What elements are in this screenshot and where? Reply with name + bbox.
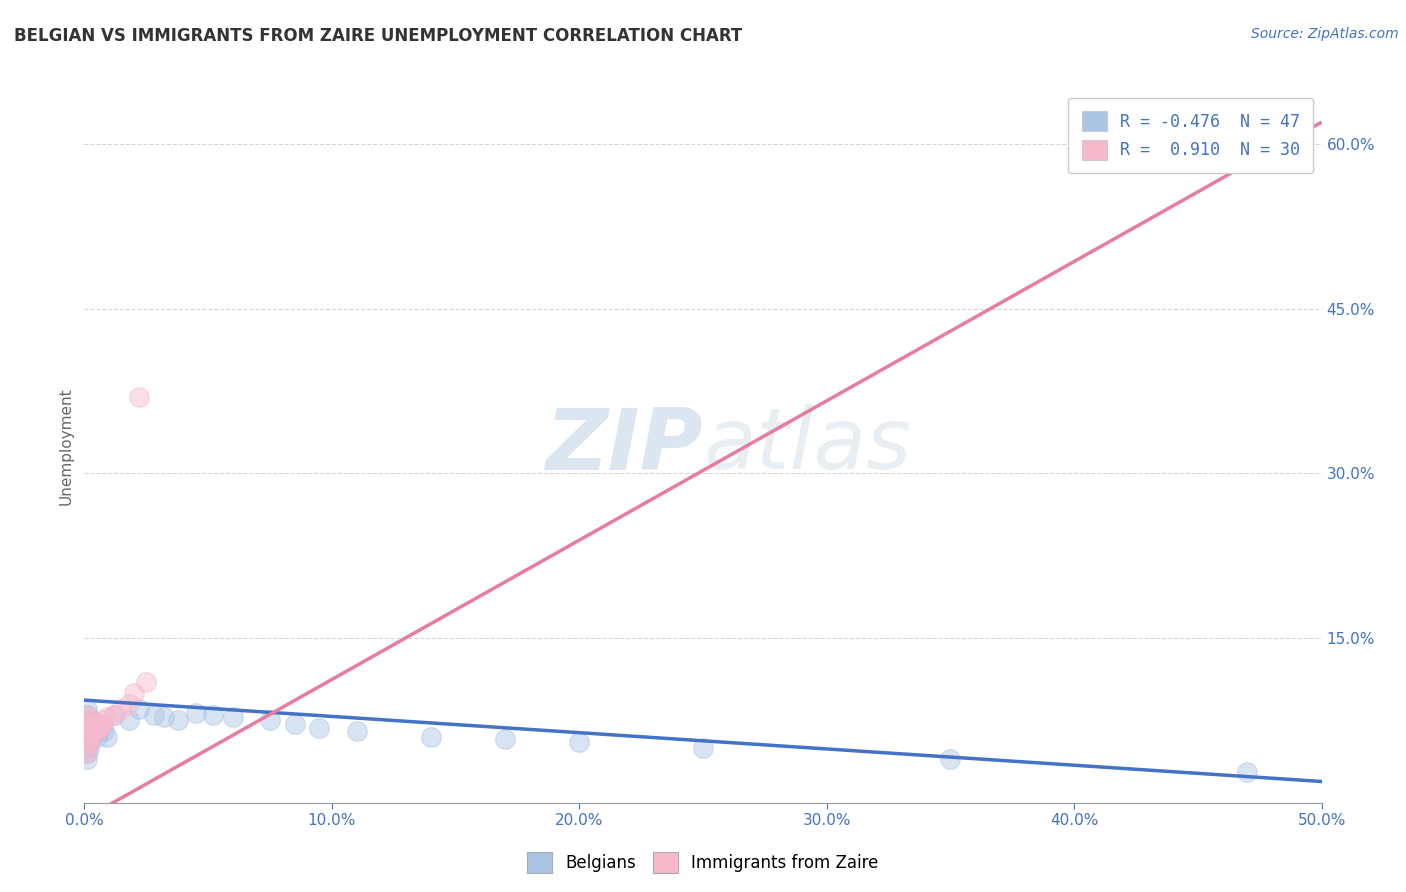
Point [79, 714, 101, 728]
Point [79, 730, 101, 744]
Point [89, 724, 111, 739]
Point [110, 702, 132, 716]
Point [184, 706, 207, 720]
Point [76, 740, 98, 755]
Point [80, 714, 103, 728]
Point [83, 724, 105, 739]
Point [76, 735, 98, 749]
Point [76, 747, 98, 761]
Point [122, 686, 145, 700]
Point [80, 719, 103, 733]
Y-axis label: Unemployment: Unemployment [58, 387, 73, 505]
Point [222, 710, 245, 724]
Point [76, 708, 98, 723]
Text: BELGIAN VS IMMIGRANTS FROM ZAIRE UNEMPLOYMENT CORRELATION CHART: BELGIAN VS IMMIGRANTS FROM ZAIRE UNEMPLO… [14, 27, 742, 45]
Point [96, 710, 118, 724]
Point [83, 724, 105, 739]
Point [79, 730, 101, 744]
Point [128, 390, 150, 404]
Point [76, 724, 98, 739]
Point [83, 719, 105, 733]
Point [89, 721, 111, 735]
Point [96, 730, 118, 744]
Point [76, 714, 98, 728]
Point [90, 719, 112, 733]
Point [79, 735, 101, 749]
Text: ZIP: ZIP [546, 404, 703, 488]
Point [692, 740, 714, 755]
Point [80, 714, 103, 728]
Point [152, 710, 174, 724]
Point [284, 716, 307, 731]
Point [86, 730, 108, 744]
Point [308, 721, 330, 735]
Point [419, 730, 441, 744]
Point [103, 708, 125, 723]
Point [76, 735, 98, 749]
Point [76, 747, 98, 761]
Point [568, 735, 591, 749]
Point [142, 708, 165, 723]
Point [76, 730, 98, 744]
Point [76, 714, 98, 728]
Legend: Belgians, Immigrants from Zaire: Belgians, Immigrants from Zaire [520, 846, 886, 880]
Point [76, 730, 98, 744]
Point [939, 752, 962, 766]
Point [76, 740, 98, 755]
Point [259, 714, 281, 728]
Point [79, 735, 101, 749]
Point [1236, 765, 1258, 780]
Point [79, 714, 101, 728]
Point [86, 724, 108, 739]
Point [76, 702, 98, 716]
Point [86, 719, 108, 733]
Point [128, 702, 150, 716]
Point [76, 752, 98, 766]
Point [79, 740, 101, 755]
Point [76, 724, 98, 739]
Point [80, 730, 103, 744]
Point [79, 724, 101, 739]
Point [76, 719, 98, 733]
Point [103, 708, 125, 723]
Point [80, 724, 103, 739]
Text: atlas: atlas [703, 404, 911, 488]
Point [346, 724, 368, 739]
Point [135, 675, 157, 690]
Point [118, 714, 141, 728]
Point [83, 719, 105, 733]
Point [79, 719, 101, 733]
Point [79, 724, 101, 739]
Point [90, 716, 112, 731]
Point [79, 719, 101, 733]
Point [93, 724, 115, 739]
Point [76, 719, 98, 733]
Point [494, 732, 516, 747]
Point [93, 714, 115, 728]
Point [80, 719, 103, 733]
Point [118, 697, 141, 711]
Point [80, 724, 103, 739]
Point [76, 708, 98, 723]
Point [167, 714, 190, 728]
Legend: R = -0.476  N = 47, R =  0.910  N = 30: R = -0.476 N = 47, R = 0.910 N = 30 [1069, 97, 1313, 173]
Point [202, 708, 225, 723]
Point [86, 719, 108, 733]
Text: Source: ZipAtlas.com: Source: ZipAtlas.com [1251, 27, 1399, 41]
